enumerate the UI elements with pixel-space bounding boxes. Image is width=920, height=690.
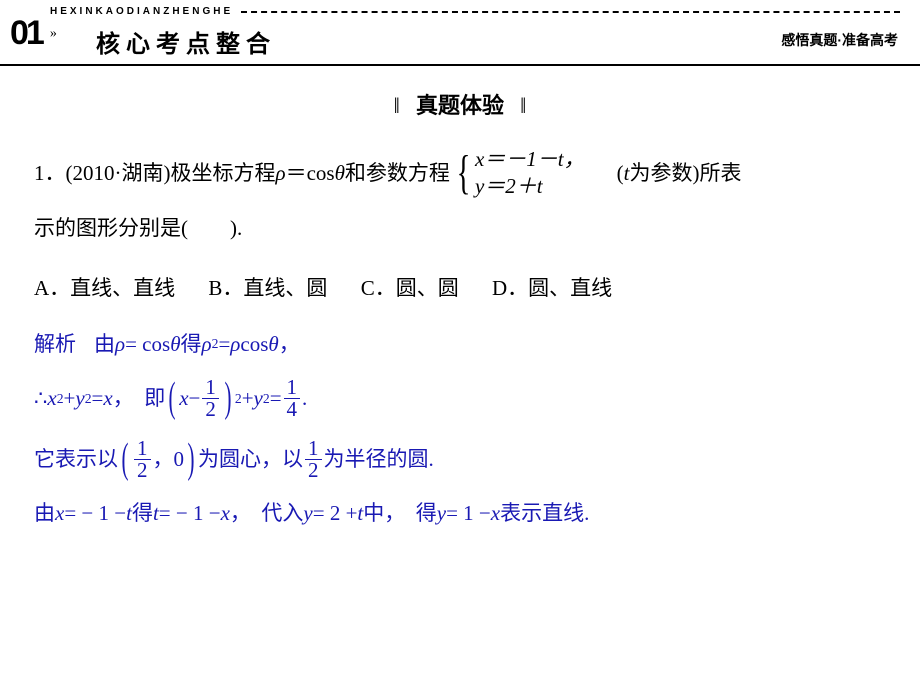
frac-1-2a: 1 2 (202, 377, 219, 420)
q-theta: θ (335, 146, 345, 201)
bracket-right: ‖ (510, 93, 536, 118)
l2o: . (302, 384, 307, 413)
chapter-number: 01 (10, 14, 42, 53)
brace-equation: { x＝－1－t， y＝2＋t (452, 146, 585, 201)
solution-block: 解析 由 ρ = cos θ 得 ρ2 = ρ cos θ ， ∴ x2 + y… (34, 330, 886, 529)
sol-line-1: 解析 由 ρ = cos θ 得 ρ2 = ρ cos θ ， (34, 330, 886, 359)
l2m: = (270, 384, 282, 413)
question-line-2: 示的图形分别是( ). (34, 201, 886, 256)
l3c: ，0 (153, 445, 185, 474)
l1h: ρ (230, 330, 240, 359)
l4p: x (491, 499, 500, 528)
l4g: = − 1 − (159, 499, 221, 528)
brace-line-2: y＝2＋t (475, 173, 585, 200)
q-number: 1． (34, 146, 66, 201)
l4o: = 1 − (446, 499, 491, 528)
dashed-rule (241, 11, 900, 13)
brace-lines: x＝－1－t， y＝2＋t (475, 146, 585, 201)
option-c: C．圆、圆 (361, 276, 459, 300)
brace-line-1: x＝－1－t， (475, 146, 585, 173)
l2h: x (179, 384, 188, 413)
l4m: 中， 得 (363, 499, 437, 528)
frac-1-2b: 1 2 (134, 438, 151, 481)
arrow-icon: » (50, 26, 53, 42)
option-b: B．直线、圆 (208, 276, 327, 300)
l4i: ， 代入 (230, 499, 304, 528)
l4c: = − 1 − (64, 499, 126, 528)
l1c: = cos (125, 330, 170, 359)
main-content: ‖ 真题体验 ‖ 1． (2010·湖南) 极坐标方程 ρ ＝ cos θ 和参… (0, 66, 920, 557)
l2b: x (47, 384, 56, 413)
l2k: + (242, 384, 254, 413)
pinyin-line: HEXINKAODIANZHENGHE (50, 6, 900, 17)
bracket-left: ‖ (384, 93, 410, 118)
page-header: HEXINKAODIANZHENGHE 01 » 核心考点整合 感悟真题·准备高… (0, 0, 920, 66)
l2c: + (64, 384, 76, 413)
l2g: ， 即 (113, 384, 166, 413)
l1a: 由 (94, 330, 115, 359)
sol-label: 解析 (34, 330, 76, 359)
l1e: 得 (181, 330, 202, 359)
rparen2-icon: ) (188, 447, 195, 472)
frac-1-2c: 1 2 (305, 438, 322, 481)
l4e: 得 (132, 499, 153, 528)
chapter-title: 核心考点整合 (96, 24, 276, 59)
sol-line-2: ∴ x2 + y2 = x ， 即 ( x − 1 2 )2 + y2 = 1 … (34, 377, 886, 420)
section-title-text: 真题体验 (416, 93, 504, 118)
l4b: x (55, 499, 64, 528)
q-text2: 和参数方程 (345, 146, 450, 201)
l4q: 表示直线. (500, 499, 589, 528)
lparen2-icon: ( (122, 447, 129, 472)
l3f: 为半径的圆. (324, 445, 434, 474)
l1k: ， (279, 330, 300, 359)
l1j: θ (268, 330, 278, 359)
header-subtitle: 感悟真题·准备高考 (781, 30, 898, 50)
l1d: θ (170, 330, 180, 359)
q-rho: ρ (275, 146, 285, 201)
lparen-icon: ( (169, 386, 176, 411)
l3d: 为圆心，以 (198, 445, 303, 474)
q-text1: 极坐标方程 (170, 146, 275, 201)
question-line-1: 1． (2010·湖南) 极坐标方程 ρ ＝ cos θ 和参数方程 { x＝－… (34, 146, 886, 201)
l1b: ρ (115, 330, 125, 359)
q-eq: ＝ (286, 146, 307, 201)
l2e: = (92, 384, 104, 413)
section-title: ‖ 真题体验 ‖ (34, 88, 886, 120)
l4a: 由 (34, 499, 55, 528)
l2f: x (103, 384, 112, 413)
option-a: A．直线、直线 (34, 276, 175, 300)
l2a: ∴ (34, 384, 47, 413)
l4k: = 2 + (313, 499, 358, 528)
l2d: y (75, 384, 84, 413)
option-d: D．圆、直线 (492, 276, 612, 300)
brace-icon: { (457, 154, 471, 192)
l1f: ρ (202, 330, 212, 359)
pinyin-text: HEXINKAODIANZHENGHE (50, 6, 233, 17)
l2l: y (254, 384, 263, 413)
q-cos: cos (307, 146, 335, 201)
sol-line-3: 它表示以 ( 1 2 ，0 ) 为圆心，以 1 2 为半径的圆. (34, 438, 886, 481)
q-source: (2010·湖南) (66, 146, 171, 201)
frac-1-4: 1 4 (284, 377, 301, 420)
question-block: 1． (2010·湖南) 极坐标方程 ρ ＝ cos θ 和参数方程 { x＝－… (34, 146, 886, 316)
l4h: x (221, 499, 230, 528)
l4j: y (303, 499, 312, 528)
sol-line-4: 由 x = − 1 − t 得 t = − 1 − x ， 代入 y = 2 +… (34, 499, 886, 528)
l3a: 它表示以 (34, 445, 118, 474)
chapter-number-block: 01 » (10, 14, 59, 53)
rparen-icon: ) (224, 386, 231, 411)
l2i: − (189, 384, 201, 413)
l1i: cos (240, 330, 268, 359)
l4n: y (437, 499, 446, 528)
q-text3: (t为参数)所表 (617, 146, 742, 201)
l1g: = (218, 330, 230, 359)
options-row: A．直线、直线 B．直线、圆 C．圆、圆 D．圆、直线 (34, 261, 886, 316)
